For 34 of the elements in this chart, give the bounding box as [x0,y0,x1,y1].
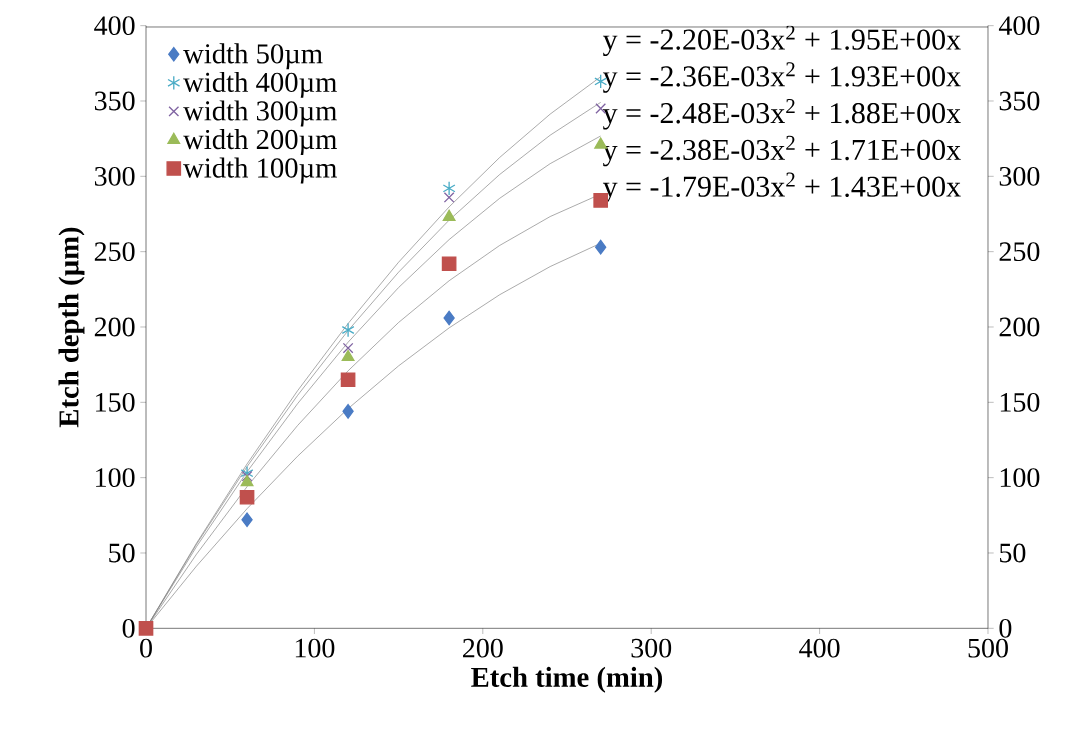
x-tick-label: 100 [295,638,335,658]
y2-tick-label: 350 [999,91,1040,111]
legend-label: width 100µm [183,157,337,184]
y-tick-label: 200 [94,317,135,337]
annotation: y = -2.20E-03x$^{2}$ + 1.95E+00x [602,25,961,56]
x-tick-label: 400 [799,638,840,658]
y-tick-label: 50 [109,543,135,563]
y-tick-label: 250 [94,242,135,262]
y2-tick-label: 250 [999,242,1040,262]
y2-tick-label: 0 [999,618,1012,638]
y2-tick-label: 50 [1000,543,1026,563]
legend-label: width 400µm [183,71,337,98]
y2-tick-label: 200 [999,317,1040,337]
legend-label: width 200µm [183,128,337,155]
legend-label: width 300µm [183,100,337,127]
x-tick-label: 200 [463,638,503,658]
x-tick-label: 300 [631,638,672,658]
y2-tick-label: 100 [1000,468,1040,488]
y-tick-label: 350 [94,91,135,111]
y-tick-label: 100 [96,468,135,488]
x-tick-label: 500 [968,638,1008,658]
y2-tick-label: 300 [999,166,1040,186]
legend-label: width 50µm [183,43,323,70]
y2-tick-label: 150 [1000,392,1040,412]
x-tick-label: 0 [140,638,152,658]
y-tick-label: 300 [94,166,135,186]
y-axis-title: Etch depth (µm) [58,227,85,428]
annotation: y = -2.36E-03x$^{2}$ + 1.93E+00x [602,62,961,93]
y-tick-label: 0 [122,618,135,638]
y-tick-label: 150 [96,392,135,412]
y-tick-label: 400 [94,16,135,36]
x-axis-title: Etch time (min) [471,666,663,693]
y2-tick-label: 400 [998,16,1040,36]
annotation: y = -2.48E-03x$^{2}$ + 1.88E+00x [602,99,961,130]
